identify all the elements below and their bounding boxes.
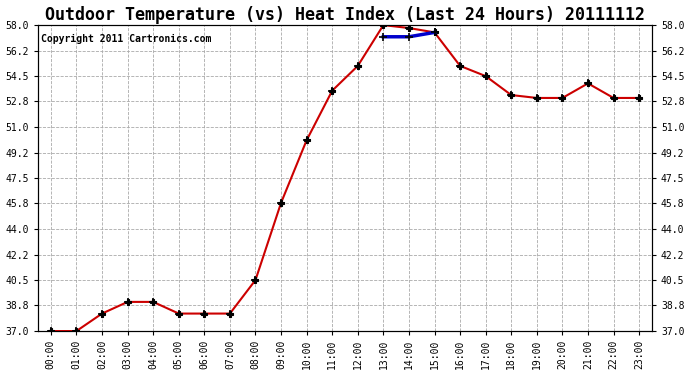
Text: Copyright 2011 Cartronics.com: Copyright 2011 Cartronics.com: [41, 34, 212, 44]
Title: Outdoor Temperature (vs) Heat Index (Last 24 Hours) 20111112: Outdoor Temperature (vs) Heat Index (Las…: [45, 6, 645, 24]
